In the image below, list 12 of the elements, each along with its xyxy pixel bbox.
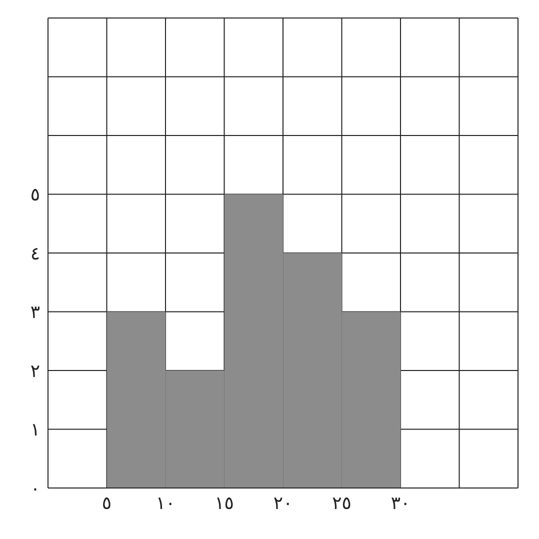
x-tick-label: ٣٠	[390, 492, 410, 514]
x-tick-label: ١٠	[156, 492, 176, 514]
y-tick-label: ٤	[30, 243, 40, 264]
y-tick-label: ٥	[30, 184, 40, 206]
y-tick-label: ١	[30, 420, 40, 441]
y-tick-label: ٠	[30, 478, 40, 500]
x-tick-label: ٥	[102, 492, 112, 514]
y-tick-label: ٢	[30, 360, 40, 382]
x-tick-label: ١٥	[214, 492, 234, 514]
x-tick-label: ٢٠	[273, 492, 293, 514]
y-tick-label: ٣	[30, 302, 40, 324]
x-tick-label: ٢٥	[332, 492, 352, 514]
